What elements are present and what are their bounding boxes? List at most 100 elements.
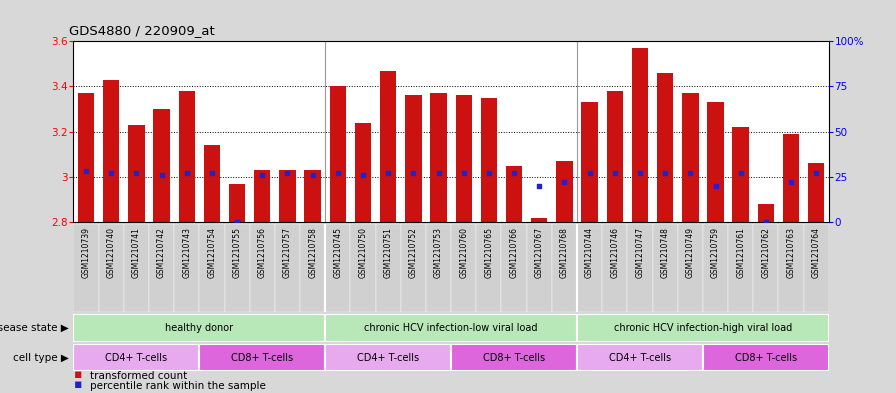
Text: chronic HCV infection-high viral load: chronic HCV infection-high viral load [614, 323, 792, 333]
Point [331, 170, 345, 176]
Text: percentile rank within the sample: percentile rank within the sample [90, 381, 265, 391]
Point [507, 170, 521, 176]
Text: cell type ▶: cell type ▶ [13, 353, 69, 363]
Bar [128, 125, 144, 222]
Text: GSM1210761: GSM1210761 [737, 227, 745, 277]
Bar [452, 224, 477, 312]
Text: GSM1210747: GSM1210747 [635, 227, 644, 278]
Bar [203, 145, 220, 222]
Bar [657, 73, 673, 222]
Bar [556, 161, 573, 222]
Text: GSM1210766: GSM1210766 [510, 227, 519, 278]
Text: GSM1210740: GSM1210740 [107, 227, 116, 278]
Text: healthy donor: healthy donor [165, 323, 234, 333]
Point [381, 170, 395, 176]
Text: GSM1210750: GSM1210750 [358, 227, 367, 278]
Bar [73, 344, 200, 371]
Text: CD4+ T-cells: CD4+ T-cells [609, 353, 671, 363]
Bar [733, 127, 749, 222]
Point [633, 170, 647, 176]
Text: CD8+ T-cells: CD8+ T-cells [483, 353, 545, 363]
Point [607, 170, 622, 176]
Bar [481, 98, 497, 222]
Bar [728, 224, 754, 312]
Point [709, 183, 723, 189]
Bar [804, 224, 829, 312]
Text: GSM1210757: GSM1210757 [283, 227, 292, 278]
Text: GSM1210759: GSM1210759 [711, 227, 720, 278]
Bar [330, 86, 346, 222]
Text: CD8+ T-cells: CD8+ T-cells [735, 353, 797, 363]
Point [306, 172, 320, 178]
Text: ▪: ▪ [73, 378, 82, 391]
Bar [225, 224, 250, 312]
Point [658, 170, 672, 176]
Text: GSM1210742: GSM1210742 [157, 227, 166, 277]
Text: GSM1210767: GSM1210767 [535, 227, 544, 278]
Point [179, 170, 194, 176]
Point [154, 172, 168, 178]
Bar [783, 134, 799, 222]
Bar [149, 224, 174, 312]
Text: GSM1210768: GSM1210768 [560, 227, 569, 277]
Bar [527, 224, 552, 312]
Bar [602, 224, 627, 312]
Text: transformed count: transformed count [90, 371, 187, 381]
Bar [682, 93, 699, 222]
Bar [99, 224, 124, 312]
Bar [73, 224, 99, 312]
Text: GSM1210756: GSM1210756 [258, 227, 267, 278]
Text: GSM1210753: GSM1210753 [434, 227, 443, 278]
Bar [577, 224, 602, 312]
Point [582, 170, 597, 176]
Point [482, 170, 496, 176]
Text: GSM1210763: GSM1210763 [787, 227, 796, 278]
Bar [200, 344, 325, 371]
Text: GSM1210758: GSM1210758 [308, 227, 317, 277]
Bar [455, 95, 472, 222]
Point [104, 170, 118, 176]
Bar [103, 80, 119, 222]
Point [734, 170, 748, 176]
Bar [375, 224, 401, 312]
Text: GSM1210749: GSM1210749 [685, 227, 694, 278]
Point [230, 219, 245, 225]
Text: ▪: ▪ [73, 368, 82, 381]
Bar [325, 314, 577, 342]
Bar [325, 344, 452, 371]
Text: GSM1210762: GSM1210762 [762, 227, 771, 277]
Text: GSM1210765: GSM1210765 [485, 227, 494, 278]
Text: GSM1210748: GSM1210748 [660, 227, 669, 277]
Bar [178, 91, 195, 222]
Point [683, 170, 697, 176]
Bar [355, 123, 371, 222]
Bar [405, 95, 421, 222]
Point [129, 170, 143, 176]
Point [356, 172, 370, 178]
Text: GSM1210741: GSM1210741 [132, 227, 141, 277]
Text: GDS4880 / 220909_at: GDS4880 / 220909_at [69, 24, 215, 37]
Bar [477, 224, 502, 312]
Bar [153, 109, 169, 222]
Bar [531, 218, 547, 222]
Text: CD8+ T-cells: CD8+ T-cells [231, 353, 293, 363]
Point [532, 183, 547, 189]
Bar [426, 224, 452, 312]
Bar [502, 224, 527, 312]
Bar [707, 102, 724, 222]
Point [406, 170, 420, 176]
Point [431, 170, 445, 176]
Text: GSM1210751: GSM1210751 [383, 227, 392, 277]
Point [457, 170, 471, 176]
Bar [78, 93, 94, 222]
Bar [229, 184, 246, 222]
Bar [305, 170, 321, 222]
Bar [552, 224, 577, 312]
Bar [577, 344, 703, 371]
Text: disease state ▶: disease state ▶ [0, 323, 69, 333]
Bar [506, 165, 522, 222]
Point [784, 179, 798, 185]
Text: GSM1210746: GSM1210746 [610, 227, 619, 278]
Point [255, 172, 270, 178]
Point [809, 170, 823, 176]
